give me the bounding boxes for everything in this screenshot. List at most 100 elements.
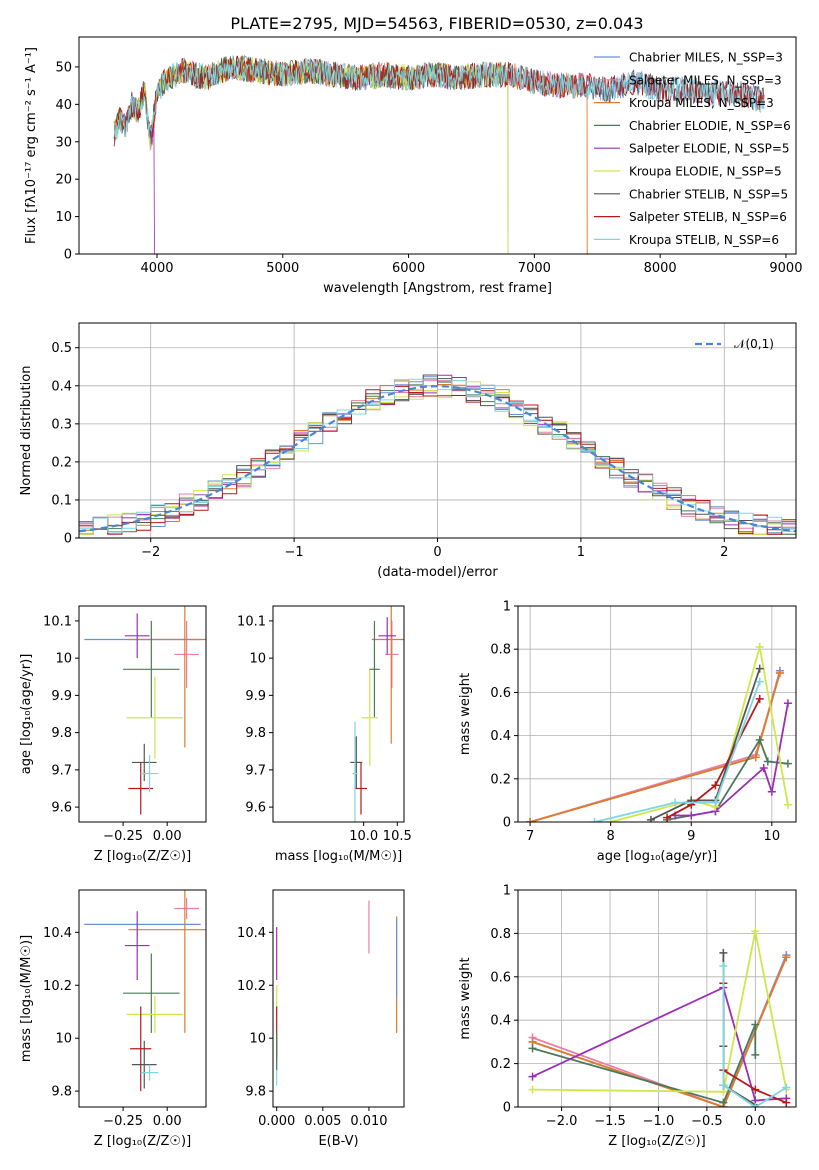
y-tick-label: 0.2: [51, 455, 72, 470]
weight-marker-kroupa-stelib: [719, 961, 728, 970]
y-tick-label: 0.1: [51, 493, 72, 508]
weight-marker-chabrier-elodie: [755, 735, 764, 744]
x-tick-label: 0.00: [153, 829, 182, 844]
weight-marker-kroupa-stelib: [671, 798, 680, 807]
weight-line-kroupa-miles: [532, 956, 788, 1107]
y-tick-label: 0.8: [490, 927, 511, 942]
weight-line-salpeter-miles: [529, 672, 781, 822]
x-axis-label: (data-model)/error: [377, 565, 498, 580]
legend-label-salpeter-elodie: Salpeter ELODIE, N_SSP=5: [629, 142, 790, 156]
y-tick-label: 0.6: [490, 686, 511, 701]
panel-4: 10.0 10.5 9.6 9.7 9.8 9.9 10 10.1 mass [log₁₀(M/…: [237, 605, 412, 864]
weight-marker-salpeter-elodie: [687, 811, 696, 820]
y-axis-label: age [log₁₀(age/yr)]: [19, 654, 34, 775]
axes-frame: [272, 889, 405, 1108]
weight-line-kroupa-elodie: [532, 931, 788, 1093]
weight-marker-salpeter-stelib: [755, 694, 764, 703]
panel-2: −2 −1 0 1 2 0 0.1 0.2 0.3 0.4 0.5 (data-model)/erro…: [19, 322, 797, 580]
x-tick-label: −2.0: [546, 1114, 578, 1129]
x-tick-label: 8000: [644, 261, 677, 276]
y-tick-label: 9.8: [245, 726, 266, 741]
weight-marker-kroupa-elodie: [528, 1085, 537, 1094]
y-tick-label: 9.8: [51, 726, 72, 741]
y-tick-label: 0.2: [490, 772, 511, 787]
spectrum-line-kroupa-stelib: [113, 57, 765, 140]
x-axis-label: E(B-V): [318, 1134, 358, 1149]
x-tick-label: −1: [285, 545, 304, 560]
x-axis-label: Z [log₁₀(Z/Z☉)]: [94, 1134, 191, 1149]
normal-curve: [79, 385, 796, 533]
plot-area: [526, 643, 792, 822]
weight-marker-chabrier-elodie: [763, 757, 772, 766]
x-tick-label: 9: [687, 829, 695, 844]
y-tick-label: 30: [55, 135, 72, 150]
x-tick-label: −0.25: [103, 1114, 143, 1129]
plot-area: [79, 374, 796, 535]
x-tick-label: 5000: [266, 261, 299, 276]
y-tick-label: 9.7: [245, 763, 266, 778]
x-tick-label: 0: [433, 545, 441, 560]
y-tick-label: 0.4: [490, 1014, 511, 1029]
x-tick-label: 0.000: [258, 1114, 295, 1129]
legend-label-chabrier-elodie: Chabrier ELODIE, N_SSP=6: [629, 119, 791, 133]
weight-line-chabrier-stelib: [650, 668, 761, 821]
x-tick-label: 0.0: [745, 1114, 766, 1129]
x-tick-label: 9000: [769, 261, 802, 276]
y-tick-label: 9.8: [51, 1085, 72, 1100]
y-tick-label: 0.4: [51, 379, 72, 394]
panels-group: 4000 5000 6000 7000 8000 900001020304050wavel…: [19, 36, 802, 1149]
weight-marker-kroupa-stelib: [782, 1083, 791, 1092]
y-tick-label: 0: [503, 816, 511, 831]
y-axis-label: mass [log₁₀(M/M☉)]: [19, 935, 34, 1062]
x-tick-label: 0.010: [350, 1114, 387, 1129]
weight-line-kroupa-miles: [529, 672, 781, 822]
y-tick-label: 50: [55, 60, 72, 75]
x-tick-label: −0.5: [691, 1114, 723, 1129]
weight-marker-salpeter-elodie: [783, 699, 792, 708]
axes-frame: [517, 605, 797, 823]
y-axis-label: Normed distribution: [19, 366, 34, 496]
panel-8: −2.0 −1.5 −1.0 −0.5 0.0 0 0.2 0.4 0.6 0.8 1 Z [log₁…: [458, 884, 797, 1149]
weight-line-chabrier-miles: [529, 670, 781, 822]
x-axis-label: Z [log₁₀(Z/Z☉)]: [94, 849, 191, 864]
x-tick-label: 8: [607, 829, 615, 844]
y-tick-label: 0.5: [51, 341, 72, 356]
y-tick-label: 9.9: [245, 689, 266, 704]
plot-area: [528, 927, 791, 1107]
legend-label-salpeter-stelib: Salpeter STELIB, N_SSP=6: [629, 210, 787, 224]
legend: Chabrier MILES, N_SSP=3 Salpeter MILES, N…: [594, 51, 791, 247]
x-tick-label: 6000: [392, 261, 425, 276]
x-axis-label: mass [log₁₀(M/M☉)]: [275, 849, 402, 864]
y-tick-label: 0: [64, 532, 72, 547]
axes-frame: [78, 605, 207, 823]
weight-marker-kroupa-elodie: [755, 643, 764, 652]
weight-line-kroupa-stelib: [722, 966, 787, 1107]
plot-area: [84, 606, 206, 815]
weight-marker-chabrier-elodie: [783, 759, 792, 768]
y-axis-label: Flux [fλ10⁻¹⁷ erg cm⁻² s⁻¹ A⁻¹]: [24, 47, 39, 244]
weight-marker-salpeter-elodie: [528, 1072, 537, 1081]
x-tick-label: −2: [141, 545, 160, 560]
weight-marker-salpeter-stelib: [751, 1085, 760, 1094]
figure-title: PLATE=2795, MJD=54563, FIBERID=0530, z=0…: [230, 14, 643, 33]
axes-frame: [517, 889, 797, 1108]
y-tick-label: 10.1: [237, 614, 266, 629]
plot-area: [276, 900, 398, 1086]
x-tick-label: 1: [577, 545, 585, 560]
y-tick-label: 10: [249, 652, 266, 667]
hist-step-salpeter-elodie: [79, 374, 796, 535]
weight-marker-kroupa-miles: [782, 953, 791, 962]
weight-marker-salpeter-elodie: [767, 787, 776, 796]
axes-frame: [78, 889, 207, 1108]
x-tick-label: 4000: [140, 261, 173, 276]
y-tick-label: 9.9: [51, 689, 72, 704]
y-tick-label: 10.4: [237, 926, 266, 941]
plot-area: [350, 606, 404, 822]
weight-marker-kroupa-elodie: [606, 818, 615, 822]
x-tick-label: −1.0: [643, 1114, 675, 1129]
y-tick-label: 0: [64, 248, 72, 263]
weight-marker-salpeter-elodie: [759, 764, 768, 772]
weight-marker-chabrier-elodie: [528, 1044, 537, 1053]
y-tick-label: 0.6: [490, 970, 511, 985]
